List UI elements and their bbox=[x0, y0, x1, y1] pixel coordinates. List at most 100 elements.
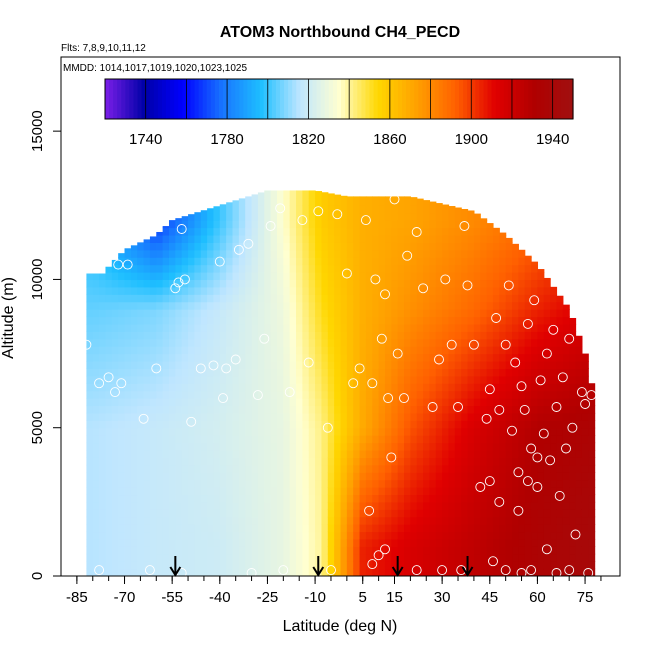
heatmap-cell bbox=[124, 546, 132, 555]
heatmap-cell bbox=[556, 501, 564, 510]
heatmap-cell bbox=[524, 272, 532, 281]
heatmap-cell bbox=[200, 472, 208, 481]
heatmap-cell bbox=[226, 220, 234, 229]
heatmap-cell bbox=[397, 249, 405, 258]
heatmap-cell bbox=[429, 309, 437, 318]
heatmap-cell bbox=[315, 264, 323, 273]
heatmap-cell bbox=[276, 331, 284, 340]
heatmap-cell bbox=[550, 487, 558, 496]
heatmap-cell bbox=[327, 257, 335, 266]
heatmap-cell bbox=[111, 538, 119, 547]
heatmap-cell bbox=[372, 383, 380, 392]
heatmap-cell bbox=[550, 346, 558, 355]
observation-points bbox=[81, 194, 597, 576]
heatmap-cell bbox=[531, 531, 539, 540]
heatmap-cell bbox=[531, 323, 539, 332]
heatmap-cell bbox=[315, 257, 323, 266]
heatmap-cell bbox=[105, 516, 113, 525]
heatmap-cell bbox=[289, 338, 297, 347]
heatmap-cell bbox=[569, 405, 577, 414]
heatmap-cell bbox=[270, 190, 278, 199]
heatmap-cell bbox=[111, 435, 119, 444]
heatmap-cell bbox=[410, 398, 418, 407]
heatmap-cell bbox=[175, 524, 183, 533]
heatmap-cell bbox=[137, 457, 145, 466]
heatmap-cell bbox=[200, 257, 208, 266]
heatmap-cell bbox=[207, 309, 215, 318]
heatmap-cell bbox=[384, 472, 392, 481]
heatmap-cell bbox=[416, 479, 424, 488]
heatmap-cell bbox=[499, 331, 507, 340]
heatmap-cell bbox=[467, 546, 475, 555]
heatmap-cell bbox=[308, 546, 316, 555]
heatmap-cell bbox=[251, 257, 259, 266]
heatmap-cell bbox=[334, 194, 342, 199]
heatmap-cell bbox=[346, 472, 354, 481]
heatmap-cell bbox=[410, 553, 418, 562]
heatmap-cell bbox=[111, 368, 119, 377]
heatmap-cell bbox=[264, 323, 272, 332]
heatmap-cell bbox=[543, 472, 551, 481]
heatmap-cell bbox=[378, 264, 386, 273]
heatmap-cell bbox=[118, 353, 126, 362]
heatmap-cell bbox=[315, 191, 323, 199]
heatmap-cell bbox=[359, 390, 367, 399]
heatmap-cell bbox=[283, 568, 291, 576]
heatmap-cell bbox=[384, 272, 392, 281]
heatmap-cell bbox=[531, 501, 539, 510]
heatmap-cell bbox=[124, 531, 132, 540]
heatmap-cell bbox=[334, 494, 342, 503]
heatmap-cell bbox=[149, 538, 157, 547]
heatmap-cell bbox=[270, 538, 278, 547]
heatmap-cell bbox=[429, 242, 437, 251]
heatmap-cell bbox=[416, 472, 424, 481]
heatmap-cell bbox=[359, 383, 367, 392]
heatmap-cell bbox=[270, 197, 278, 206]
heatmap-cell bbox=[181, 338, 189, 347]
heatmap-cell bbox=[340, 331, 348, 340]
heatmap-cell bbox=[397, 479, 405, 488]
heatmap-cell bbox=[359, 331, 367, 340]
heatmap-cell bbox=[391, 196, 399, 199]
heatmap-cell bbox=[384, 546, 392, 555]
heatmap-cell bbox=[365, 353, 373, 362]
heatmap-cell bbox=[321, 220, 329, 229]
heatmap-cell bbox=[238, 264, 246, 273]
heatmap-cell bbox=[130, 561, 138, 570]
heatmap-cell bbox=[537, 286, 545, 295]
heatmap-cell bbox=[486, 286, 494, 295]
heatmap-cell bbox=[168, 442, 176, 451]
heatmap-cell bbox=[232, 449, 240, 458]
heatmap-cell bbox=[524, 435, 532, 444]
heatmap-cell bbox=[181, 568, 189, 576]
heatmap-cell bbox=[537, 553, 545, 562]
heatmap-cell bbox=[289, 435, 297, 444]
heatmap-cell bbox=[499, 479, 507, 488]
heatmap-cell bbox=[581, 420, 589, 429]
heatmap-cell bbox=[467, 390, 475, 399]
heatmap-cell bbox=[524, 531, 532, 540]
heatmap-cell bbox=[283, 546, 291, 555]
heatmap-cell bbox=[397, 487, 405, 496]
heatmap-cell bbox=[473, 279, 481, 288]
heatmap-cell bbox=[270, 257, 278, 266]
heatmap-cell bbox=[315, 301, 323, 310]
heatmap-cell bbox=[315, 390, 323, 399]
heatmap-cell bbox=[353, 383, 361, 392]
heatmap-cell bbox=[296, 405, 303, 414]
heatmap-cell bbox=[264, 212, 272, 221]
heatmap-cell bbox=[473, 227, 481, 236]
heatmap-cell bbox=[302, 479, 310, 488]
heatmap-cell bbox=[296, 286, 303, 295]
heatmap-cell bbox=[537, 487, 545, 496]
heatmap-cell bbox=[480, 301, 488, 310]
heatmap-cell bbox=[340, 346, 348, 355]
heatmap-cell bbox=[492, 383, 500, 392]
heatmap-cell bbox=[448, 487, 456, 496]
heatmap-cell bbox=[99, 494, 107, 503]
heatmap-cell bbox=[346, 427, 354, 436]
heatmap-cell bbox=[384, 487, 392, 496]
heatmap-cell bbox=[346, 449, 354, 458]
heatmap-cell bbox=[296, 205, 303, 214]
heatmap-cell bbox=[283, 405, 291, 414]
